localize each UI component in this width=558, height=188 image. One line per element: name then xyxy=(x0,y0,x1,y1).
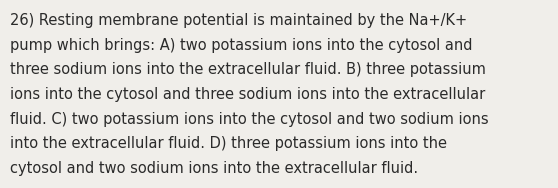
Text: cytosol and two sodium ions into the extracellular fluid.: cytosol and two sodium ions into the ext… xyxy=(10,161,418,176)
Text: three sodium ions into the extracellular fluid. B) three potassium: three sodium ions into the extracellular… xyxy=(10,62,486,77)
Text: ions into the cytosol and three sodium ions into the extracellular: ions into the cytosol and three sodium i… xyxy=(10,87,485,102)
Text: pump which brings: A) two potassium ions into the cytosol and: pump which brings: A) two potassium ions… xyxy=(10,38,473,53)
Text: fluid. C) two potassium ions into the cytosol and two sodium ions: fluid. C) two potassium ions into the cy… xyxy=(10,112,489,127)
Text: 26) Resting membrane potential is maintained by the Na+/K+: 26) Resting membrane potential is mainta… xyxy=(10,13,467,28)
Text: into the extracellular fluid. D) three potassium ions into the: into the extracellular fluid. D) three p… xyxy=(10,136,447,151)
